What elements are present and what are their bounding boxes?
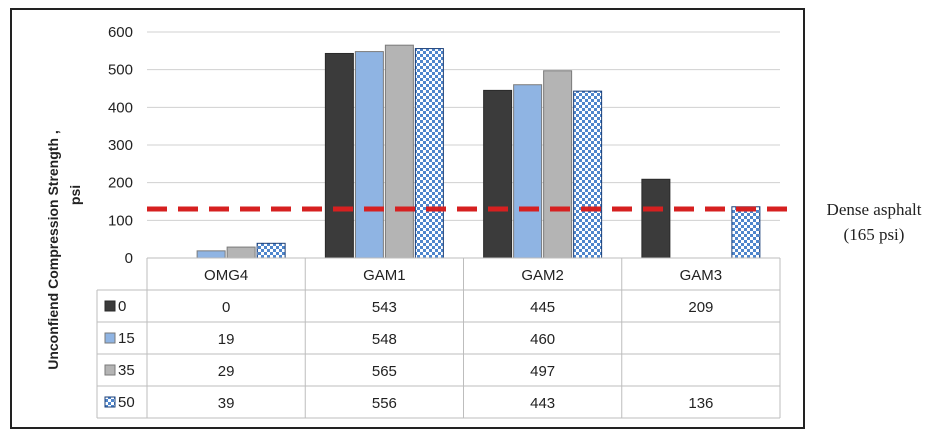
y-tick-label: 500 (108, 62, 133, 79)
bar-GAM1-35 (384, 44, 414, 259)
bars (196, 44, 761, 259)
data-label: 445 (530, 299, 555, 316)
data-label: 443 (530, 395, 555, 412)
category-label: GAM3 (680, 267, 723, 284)
reference-label-line1: Dense asphalt (827, 200, 922, 219)
legend-swatch-0 (104, 300, 116, 312)
bar-OMG4-35 (226, 246, 256, 259)
data-label: 19 (218, 331, 235, 348)
y-tick-label: 0 (125, 250, 133, 267)
y-tick-label: 300 (108, 137, 133, 154)
y-axis-label-line1: Unconfiend Compression Strength , (45, 130, 61, 370)
bar-OMG4-50 (256, 242, 286, 259)
data-label: 460 (530, 331, 555, 348)
bar-GAM3-50 (731, 206, 761, 259)
grid-lines (147, 31, 780, 259)
legend-label-15: 15 (118, 330, 135, 347)
category-label: GAM2 (521, 267, 564, 284)
y-axis: 0 100 200 300 400 500 600 (108, 24, 133, 267)
data-label: 0 (222, 299, 230, 316)
bar-GAM1-50 (414, 48, 444, 259)
bar-OMG4-15 (196, 250, 226, 259)
category-label: GAM1 (363, 267, 406, 284)
labels: Unconfiend Compression Strength , psi De… (45, 130, 922, 370)
bar-GAM2-50 (573, 90, 603, 259)
legend-label-35: 35 (118, 362, 135, 379)
bar-GAM2-35 (543, 70, 573, 259)
legend-label-50: 50 (118, 394, 135, 411)
legend-swatch-35 (104, 364, 116, 376)
data-label: 543 (372, 299, 397, 316)
data-label: 39 (218, 395, 235, 412)
legend-label-0: 0 (118, 298, 126, 315)
bar-GAM1-15 (354, 51, 384, 259)
bar-GAM2-0 (483, 89, 513, 259)
category-label: OMG4 (204, 267, 248, 284)
y-axis-label-line2: psi (67, 185, 83, 205)
bar-GAM2-15 (513, 84, 543, 259)
y-tick-label: 100 (108, 212, 133, 229)
data-table: OMG4 GAM1 GAM2 GAM3 0 0 543 445 209 15 19 548 460 35 2… (96, 257, 781, 419)
reference-label-line2: (165 psi) (844, 225, 905, 244)
bar-GAM3-0 (641, 178, 671, 259)
data-label: 29 (218, 363, 235, 380)
legend-swatch-50 (104, 396, 116, 408)
y-tick-label: 600 (108, 24, 133, 41)
data-label: 209 (688, 299, 713, 316)
y-tick-label: 200 (108, 175, 133, 192)
data-label: 497 (530, 363, 555, 380)
bar-GAM1-0 (324, 52, 354, 259)
data-label: 548 (372, 331, 397, 348)
data-label: 565 (372, 363, 397, 380)
y-tick-label: 400 (108, 99, 133, 116)
legend-swatch-15 (104, 332, 116, 344)
data-label: 136 (688, 395, 713, 412)
data-label: 556 (372, 395, 397, 412)
